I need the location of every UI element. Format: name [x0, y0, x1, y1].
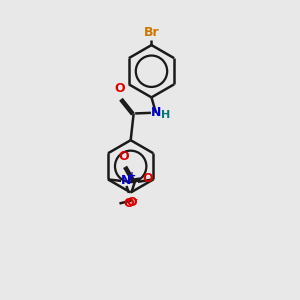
Text: O: O	[124, 197, 134, 210]
Text: +: +	[128, 171, 136, 181]
Text: N: N	[121, 174, 132, 188]
Text: N: N	[151, 106, 161, 119]
Text: O: O	[114, 82, 125, 95]
Text: O: O	[126, 196, 136, 209]
Text: H: H	[161, 110, 170, 120]
Text: Br: Br	[144, 26, 159, 38]
Text: ⁻: ⁻	[133, 197, 138, 207]
Text: O: O	[118, 150, 129, 164]
Text: O: O	[143, 172, 153, 185]
